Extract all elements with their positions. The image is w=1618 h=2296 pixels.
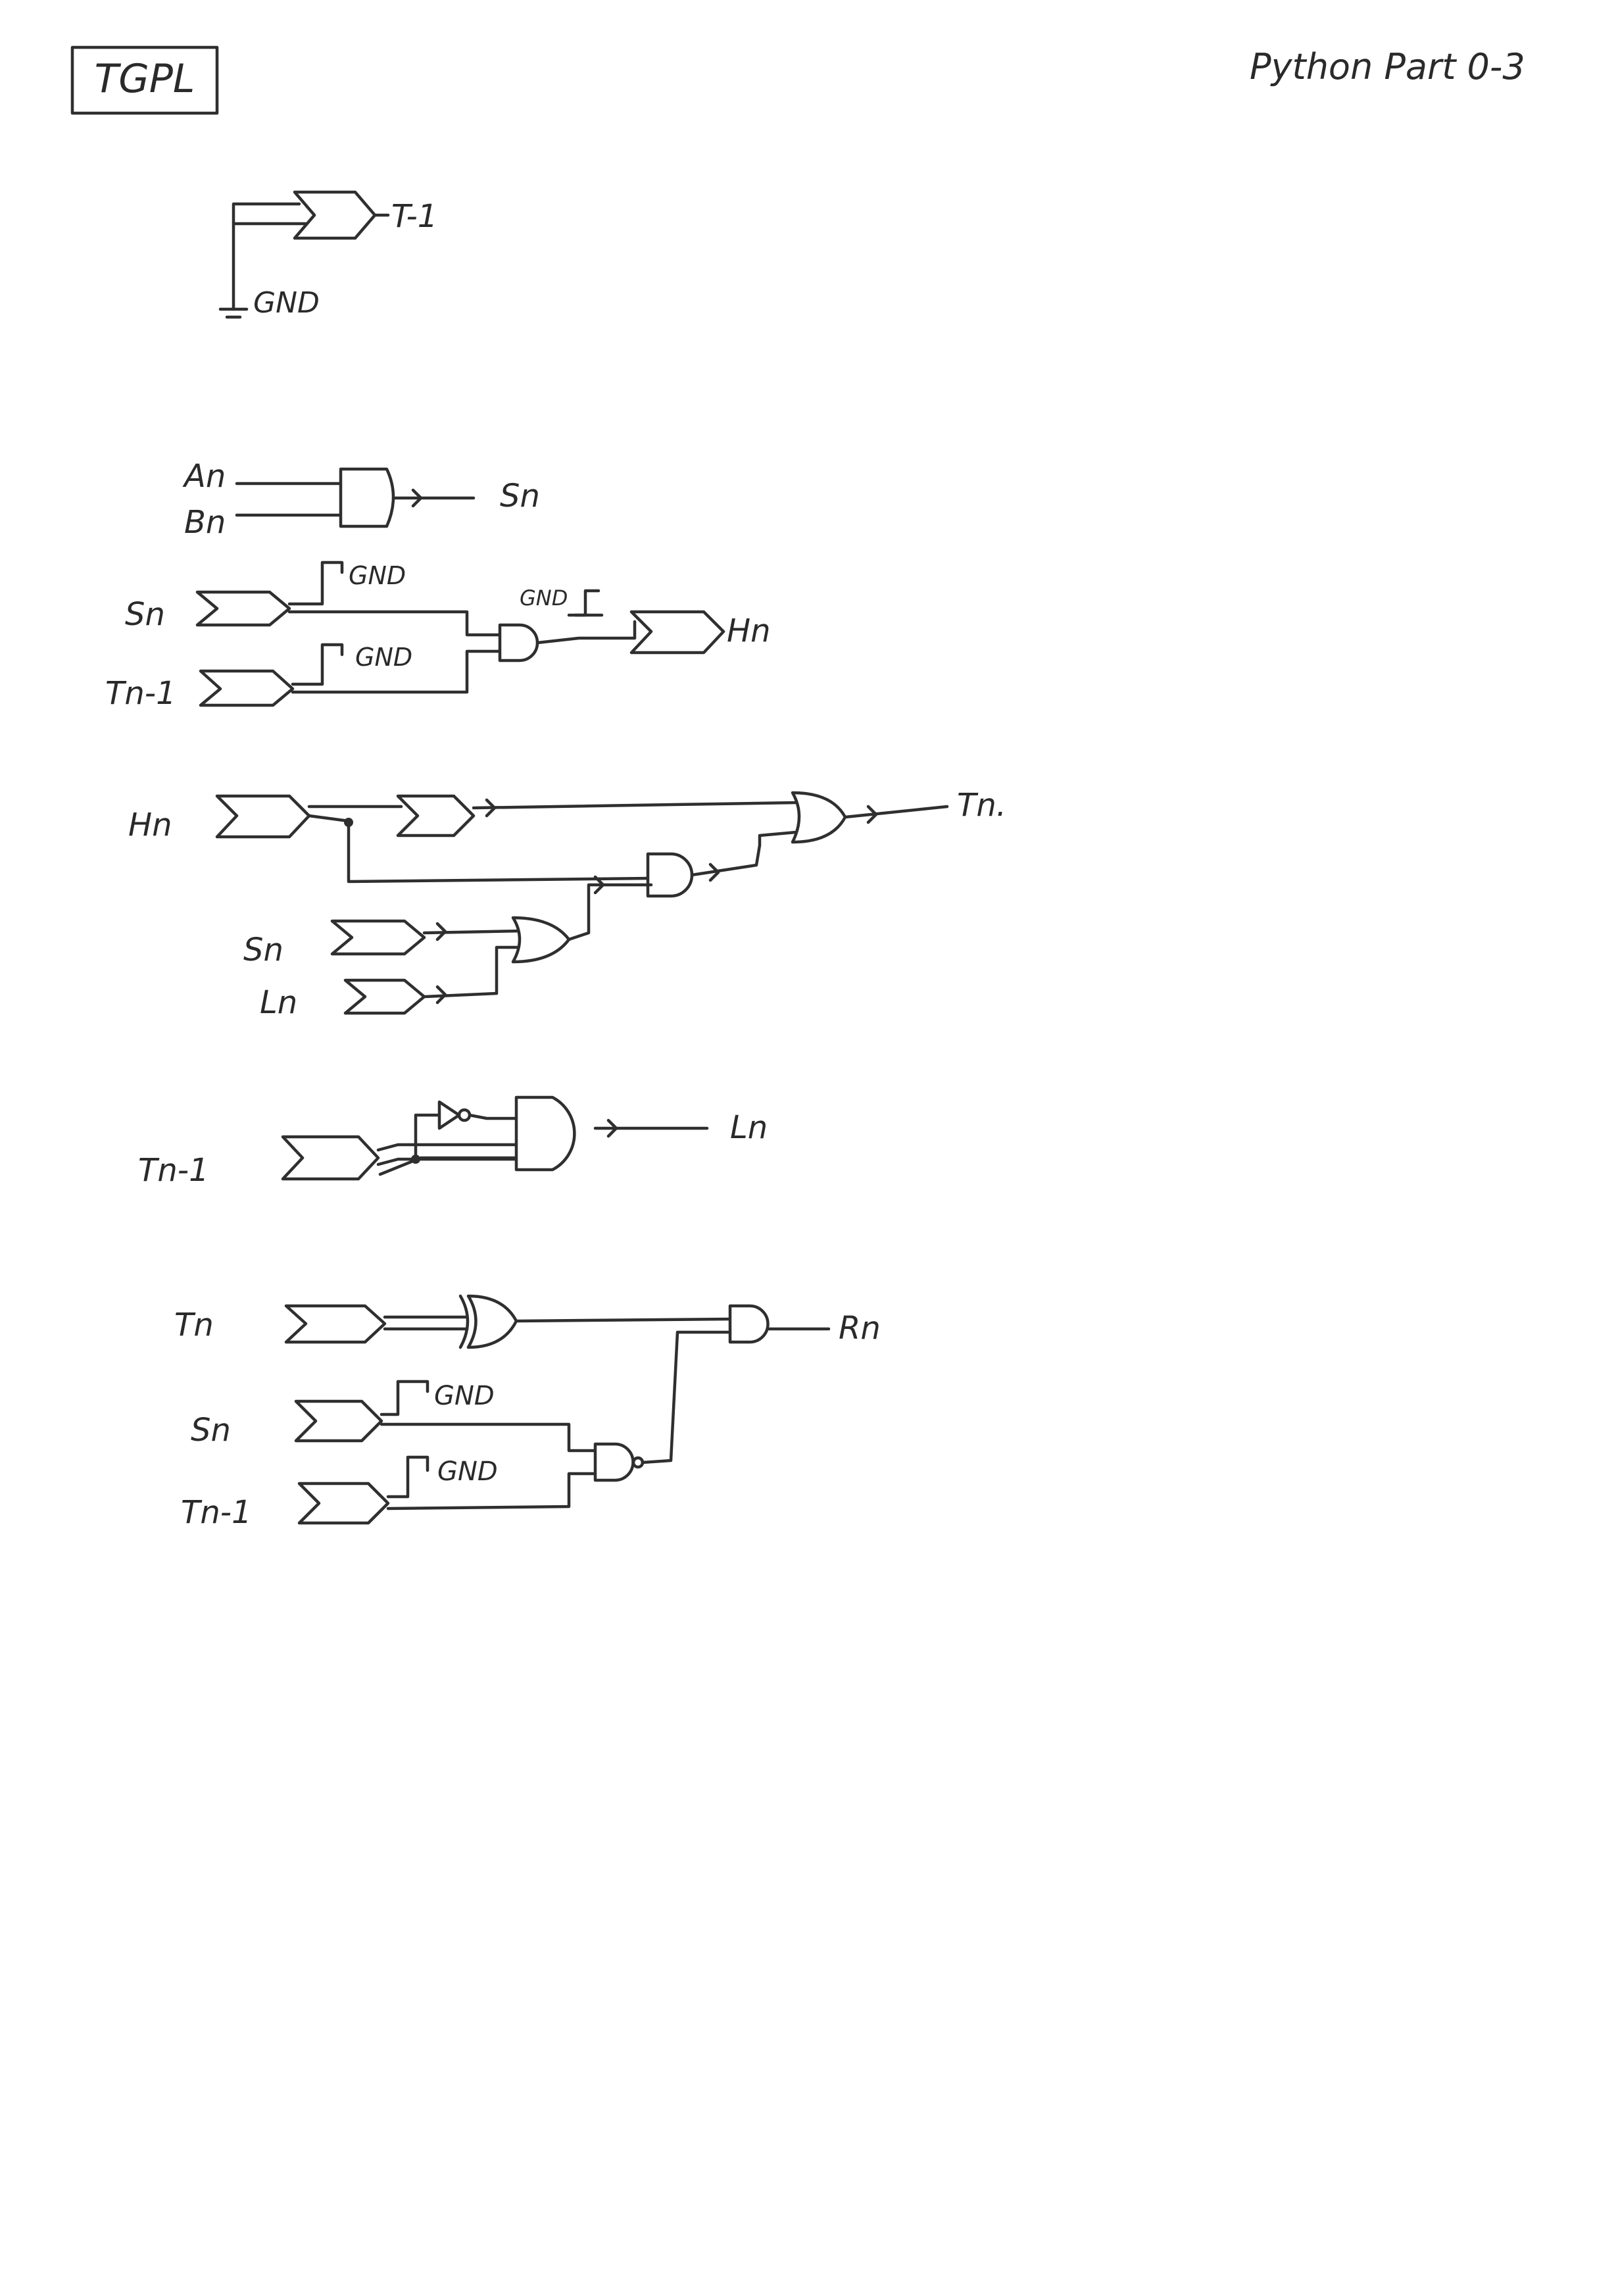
xor-gate: [339, 467, 395, 528]
tn-input-label: Tn: [174, 1307, 214, 1343]
inverter-bubble: [457, 1108, 472, 1122]
ln-input-label: Ln: [260, 984, 297, 1021]
circuit-2: An Bn Sn: [182, 458, 540, 541]
wire: [386, 1455, 429, 1499]
gnd-label: GND: [355, 643, 412, 672]
ln-output-label: Ln: [730, 1109, 768, 1146]
and-gate: [646, 852, 694, 898]
wire: [378, 1156, 522, 1176]
gnd-label: GND: [437, 1457, 498, 1487]
wire: [291, 649, 502, 694]
input-arrow-gate: [297, 1482, 390, 1525]
tag-label: TGPL: [95, 56, 195, 102]
bus-marks: [606, 1118, 618, 1138]
hn-output-label: Hn: [727, 612, 771, 649]
bus-marks: [866, 805, 878, 824]
bus-wire: [422, 945, 525, 999]
wire: [291, 643, 344, 686]
junction-dot: [411, 1155, 420, 1164]
bus-wire: [690, 830, 798, 877]
sn-input-label: Sn: [191, 1412, 231, 1449]
circuit-4: Hn Sn Ln Tn.: [128, 787, 1006, 1021]
sn-input-label: Sn: [243, 932, 283, 968]
rn-output-label: Rn: [839, 1310, 881, 1347]
wire: [380, 1380, 429, 1416]
wire: [232, 202, 301, 311]
part-label: Python Part 0-3: [1250, 46, 1525, 87]
input-arrow-gate: [195, 590, 291, 627]
gnd-label: GND: [349, 561, 406, 590]
or-gate: [511, 916, 571, 964]
not-gate: [437, 1100, 461, 1130]
gnd-label: GND: [520, 586, 568, 611]
bus-marks: [485, 798, 497, 818]
input-arrow-gate: [293, 190, 377, 240]
or-gate: [791, 791, 847, 844]
wire: [376, 1157, 522, 1166]
input-arrow-gate: [215, 794, 311, 839]
and-gate: [514, 1095, 576, 1172]
wire: [386, 1472, 597, 1510]
junction-dot: [344, 818, 353, 827]
wire: [380, 1422, 597, 1453]
and-gate: [498, 623, 539, 662]
tag-box: [70, 45, 219, 115]
t-minus-1-output-label: T-1: [391, 198, 437, 235]
input-arrow-gate: [199, 669, 295, 707]
input-arrow-gate: [294, 1399, 383, 1443]
input-arrow-gate: [281, 1135, 380, 1181]
buffer-arrow-gate: [396, 794, 476, 837]
circuit-5: Tn-1 Ln: [138, 1095, 768, 1189]
wire: [414, 1113, 441, 1161]
xor-back-curve: [458, 1294, 470, 1349]
wire: [535, 620, 637, 645]
hn-input-label: Hn: [128, 807, 172, 843]
an-input-label: An: [182, 458, 226, 495]
wire: [514, 1317, 732, 1323]
tn-1-input-label: Tn-1: [105, 675, 176, 712]
tn-1-input-label: Tn-1: [181, 1494, 252, 1531]
xor-gate: [466, 1294, 518, 1349]
bus-marks: [593, 875, 605, 895]
input-arrow-gate: [343, 978, 426, 1015]
circuit-3: Sn Tn-1 GND GND GND Hn: [105, 561, 771, 712]
wire: [641, 1330, 732, 1464]
wire: [287, 561, 344, 606]
ground-symbol: [574, 589, 601, 617]
sn-output-label: Sn: [500, 478, 540, 514]
bus-marks: [435, 922, 447, 941]
output-arrow-gate: [629, 610, 725, 655]
bus-wire: [422, 929, 525, 935]
bus-wire: [567, 883, 653, 941]
and-gate: [728, 1304, 770, 1344]
input-arrow-gate: [330, 919, 426, 956]
wire: [307, 814, 653, 884]
bn-input-label: Bn: [184, 504, 226, 541]
bus-wire: [843, 805, 949, 819]
circuit-6: Tn Sn Tn-1 Rn GND GND: [174, 1294, 881, 1531]
bus-wire: [472, 801, 798, 810]
header-tag: TGPL: [70, 45, 219, 115]
circuit-1: T-1 GND: [218, 190, 437, 320]
bus-marks: [708, 862, 720, 882]
tn-1-input-label: Tn-1: [138, 1152, 209, 1189]
wire: [376, 1143, 522, 1152]
gnd-label: GND: [434, 1381, 495, 1411]
tn-output-label: Tn.: [957, 787, 1006, 824]
nand-gate: [593, 1442, 635, 1482]
sn-input-label: Sn: [125, 596, 165, 633]
bus-marks: [435, 985, 447, 1005]
bus-marks: [411, 488, 423, 508]
wire: [287, 610, 502, 637]
input-arrow-gate: [284, 1304, 387, 1344]
wire: [468, 1113, 522, 1120]
gnd-label: GND: [253, 286, 320, 320]
